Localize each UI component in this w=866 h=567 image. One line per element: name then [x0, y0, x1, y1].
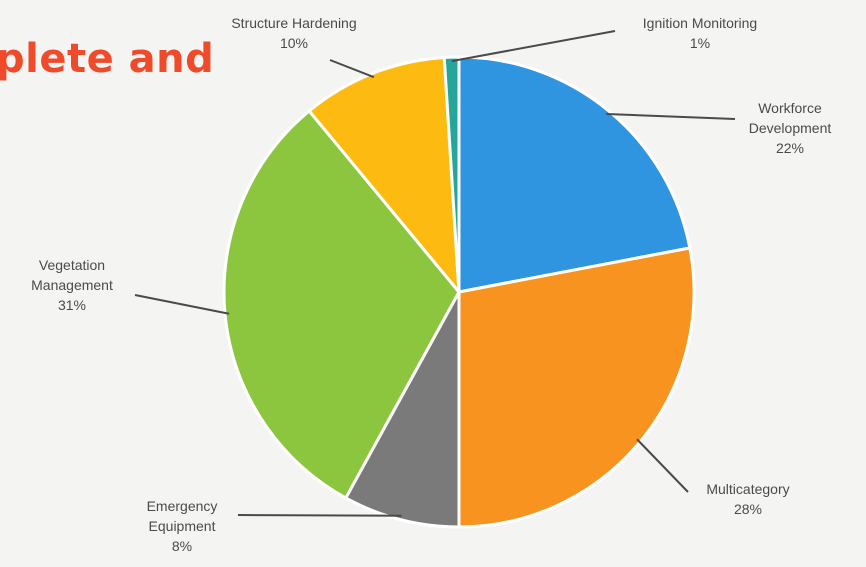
pie-slice-ignition-monitoring	[442, 55, 461, 294]
slice-label: Vegetation Management 31%	[31, 257, 113, 313]
slice-label: Multicategory 28%	[706, 481, 789, 517]
leader-line	[134, 294, 230, 315]
leader-line	[451, 30, 616, 63]
leader-line	[329, 59, 375, 79]
slice-label: Structure Hardening 10%	[231, 15, 356, 51]
leader-line	[606, 113, 736, 120]
pie-slice-workforce-development	[457, 55, 692, 294]
slice-label: Emergency Equipment 8%	[147, 498, 218, 554]
slice-label: Ignition Monitoring 1%	[643, 15, 757, 51]
pie-slice-vegetation-management	[222, 109, 461, 500]
slice-labels: Workforce Development 22% Multicategory 28% E…	[31, 15, 831, 554]
pie-slice-emergency-equipment	[344, 290, 461, 529]
pie-slice-multicategory	[457, 246, 696, 529]
pie-slices	[222, 55, 696, 529]
slide-heading-fragment: plete and	[0, 36, 215, 82]
slice-label: Workforce Development 22%	[749, 100, 832, 156]
leader-line	[237, 514, 402, 517]
leader-lines	[134, 30, 736, 517]
leader-line	[636, 438, 689, 493]
pie-slice-structure-hardening	[307, 55, 461, 294]
